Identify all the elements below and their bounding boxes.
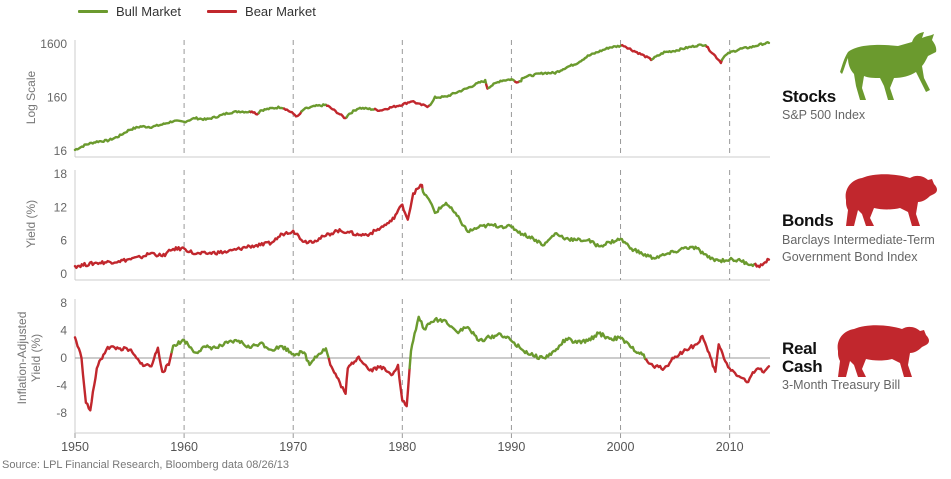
bear-segment: [249, 110, 260, 116]
legend-swatch-bull: [78, 10, 108, 13]
y-axis-label: Yield (%): [24, 200, 38, 248]
cash-title-2: Cash: [782, 357, 823, 376]
y-tick-label: 1600: [40, 37, 67, 51]
bull-segment: [345, 106, 377, 119]
bear-segment: [754, 257, 771, 269]
x-tick-label: 1990: [498, 440, 526, 454]
x-tick-label: 1970: [279, 440, 307, 454]
y-tick-label: 4: [60, 324, 67, 338]
stocks-title: Stocks: [782, 87, 836, 106]
legend-swatch-bear: [207, 10, 238, 13]
bonds-title: Bonds: [782, 211, 834, 230]
legend-label-bull: Bull Market: [116, 4, 182, 19]
y-tick-label: 160: [47, 91, 67, 105]
bonds-subtitle-2: Government Bond Index: [782, 250, 918, 264]
bull-segment: [487, 78, 517, 90]
bear-segment: [705, 45, 724, 65]
bear-segment: [621, 44, 654, 62]
y-tick-label: 12: [54, 200, 68, 214]
bear-icon: [837, 325, 929, 377]
bull-segment: [518, 44, 624, 83]
bull-segment: [429, 78, 488, 107]
bull-segment: [73, 110, 252, 152]
legend-item-bull: Bull Market: [78, 4, 181, 19]
source-note: Source: LPL Financial Research, Bloomber…: [2, 459, 289, 471]
y-tick-label: 16: [54, 144, 68, 158]
x-tick-label: 1950: [61, 440, 89, 454]
y-tick-label: 6: [60, 234, 67, 248]
y-tick-label: 0: [60, 267, 67, 281]
y-axis-label: Log Scale: [24, 70, 38, 124]
cash-subtitle: 3-Month Treasury Bill: [782, 378, 901, 392]
x-tick-label: 2000: [607, 440, 635, 454]
cash-title-1: Real: [782, 339, 817, 358]
y-axis-label: Inflation-Adjusted: [15, 312, 29, 405]
bull-segment: [170, 338, 331, 367]
legend-label-bear: Bear Market: [245, 4, 316, 19]
x-tick-label: 1960: [170, 440, 198, 454]
y-tick-label: -8: [56, 406, 67, 420]
bull-segment: [720, 41, 771, 61]
bear-segment: [282, 107, 303, 118]
bull-segment: [421, 188, 757, 268]
legend: Bull Market Bear Market: [78, 4, 342, 19]
bull-segment: [300, 103, 329, 113]
stocks-subtitle: S&P 500 Index: [782, 108, 866, 122]
y-tick-label: -4: [56, 379, 67, 393]
y-tick-label: 8: [60, 296, 67, 310]
y-axis-label: Yield (%): [29, 334, 43, 382]
bear-segment: [325, 104, 348, 120]
bear-segment: [73, 183, 424, 269]
bear-segment: [645, 334, 771, 384]
bull-segment: [651, 43, 708, 61]
bull-segment: [408, 315, 648, 370]
x-tick-label: 1980: [388, 440, 416, 454]
bull-icon: [840, 32, 937, 100]
bear-segment: [73, 336, 173, 412]
bear-segment: [327, 355, 411, 408]
bear-segment: [373, 100, 432, 112]
y-tick-label: 18: [54, 167, 68, 181]
x-tick-label: 2010: [716, 440, 744, 454]
bull-segment: [257, 105, 286, 115]
legend-item-bear: Bear Market: [207, 4, 316, 19]
bonds-subtitle-1: Barclays Intermediate-Term: [782, 233, 935, 247]
bear-icon: [845, 174, 937, 226]
y-tick-label: 0: [60, 351, 67, 365]
